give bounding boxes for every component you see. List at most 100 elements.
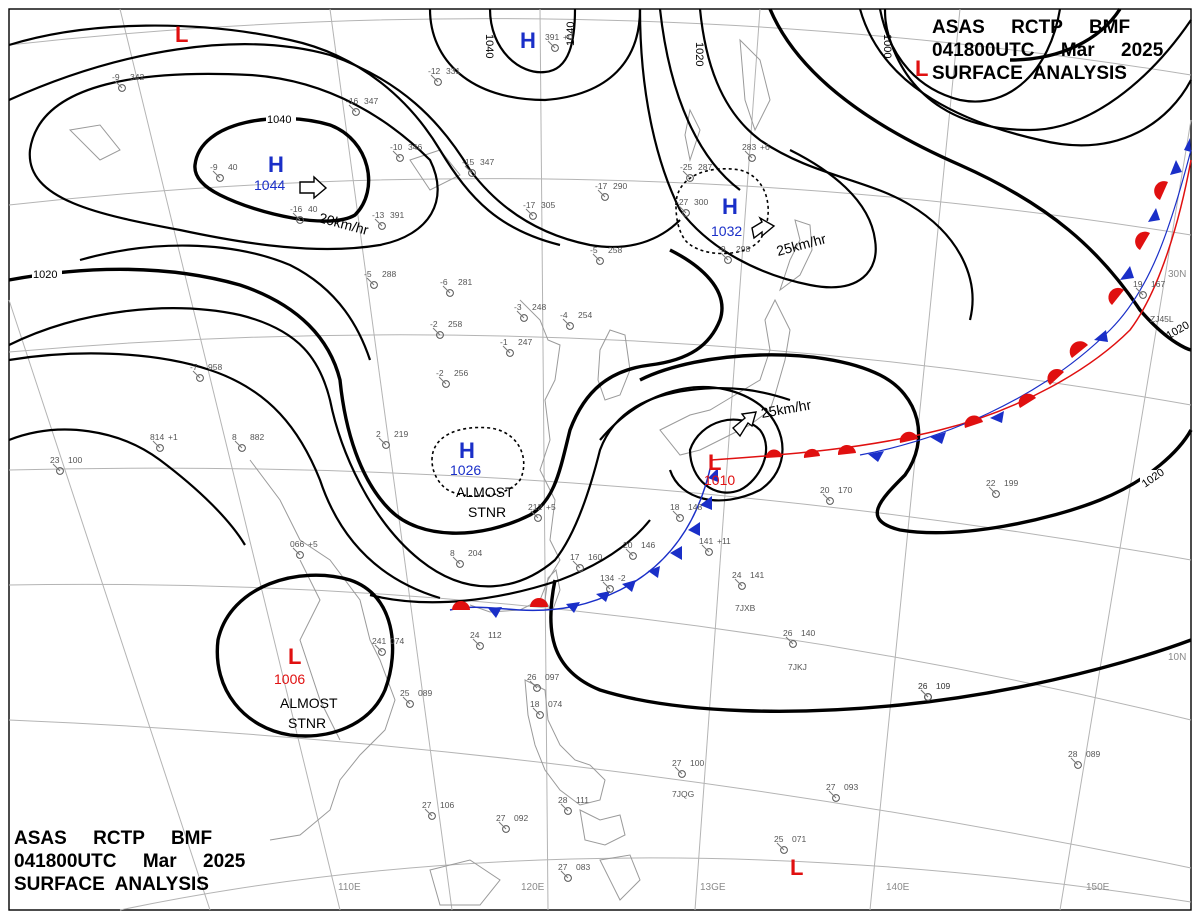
- station-circle-icon: [564, 874, 572, 882]
- station-value: 258: [448, 319, 462, 329]
- isobar-label: 1040: [565, 22, 577, 46]
- station-value: 097: [545, 672, 559, 682]
- station-circle-icon: [352, 108, 360, 116]
- wind-barb-icon: [464, 165, 473, 174]
- wind-barb-icon: [430, 74, 439, 83]
- isobar-label: 1040: [483, 34, 495, 58]
- station-value: 100: [690, 758, 704, 768]
- station-plot: 20 170: [820, 485, 852, 505]
- station-value: -2: [618, 573, 626, 583]
- chart-header-line: SURFACE ANALYSIS: [932, 63, 1127, 84]
- station-plot: -9 342: [112, 72, 144, 92]
- station-plot: 26 140: [783, 628, 815, 648]
- station-circle-icon: [682, 209, 690, 217]
- station-value: -9: [210, 162, 218, 172]
- station-circle-icon: [520, 314, 528, 322]
- isobar-label: 1040: [267, 114, 291, 126]
- wind-barb-icon: [498, 821, 507, 830]
- station-plot: -7 958: [190, 362, 222, 382]
- station-value: 141: [750, 570, 764, 580]
- station-plot: 19 167: [1133, 279, 1165, 299]
- station-plot: -3 248: [514, 302, 546, 322]
- wind-barb-icon: [672, 510, 681, 519]
- latitude-lines: [8, 18, 1192, 911]
- station-circle-icon: [196, 374, 204, 382]
- station-value: 391: [390, 210, 404, 220]
- station-value: -25: [680, 162, 693, 172]
- station-plot: 26 097: [527, 672, 559, 692]
- station-value: 958: [208, 362, 222, 372]
- wind-barb-icon: [192, 370, 201, 379]
- wind-barb-icon: [1070, 757, 1079, 766]
- station-id: 7JKJ: [788, 662, 807, 672]
- station-plot: 26 109: [918, 681, 950, 701]
- station-value: -17: [595, 181, 608, 191]
- wind-barb-icon: [502, 345, 511, 354]
- isobars: [8, 8, 1193, 738]
- station-plot: -13 391: [372, 210, 404, 230]
- wind-barb-icon: [516, 310, 525, 319]
- wind-barb-icon: [292, 212, 301, 221]
- wind-barb-icon: [392, 150, 401, 159]
- station-plot: 8 204: [450, 548, 482, 568]
- station-plot: 283 +6: [742, 142, 770, 162]
- station-plot: 27 083: [558, 862, 590, 882]
- station-plot: -17 290: [595, 181, 627, 201]
- station-value: 8: [450, 548, 455, 558]
- station-value: 25: [774, 834, 784, 844]
- station-value: -12: [428, 66, 441, 76]
- station-plot: -12 331: [428, 66, 460, 86]
- station-plot: -10 346: [390, 142, 422, 162]
- station-value: 109: [936, 681, 950, 691]
- station-plot: 212 +5: [528, 502, 556, 522]
- station-value: 148: [688, 502, 702, 512]
- station-plot: 28 089: [1068, 749, 1100, 769]
- station-plot: 20 146: [623, 540, 655, 560]
- station-plot: -2 256: [436, 368, 468, 388]
- wind-barb-icon: [374, 644, 383, 653]
- station-circle-icon: [536, 711, 544, 719]
- station-circle-icon: [436, 331, 444, 339]
- wind-barb-icon: [560, 870, 569, 879]
- station-value: 8: [232, 432, 237, 442]
- station-circle-icon: [676, 514, 684, 522]
- wind-barb-icon: [152, 440, 161, 449]
- station-value: 134: [600, 573, 614, 583]
- station-plot: 27 092: [496, 813, 528, 833]
- wind-barb-icon: [529, 680, 538, 689]
- station-circle-icon: [826, 497, 834, 505]
- low-center-pressure: 1010: [704, 472, 735, 488]
- wind-barb-icon: [292, 547, 301, 556]
- station-value: 2: [376, 429, 381, 439]
- wind-barb-icon: [348, 104, 357, 113]
- wind-barb-icon: [744, 150, 753, 159]
- wind-barb-icon: [674, 766, 683, 775]
- lon-label-120e: 120E: [521, 882, 545, 893]
- station-value: 247: [518, 337, 532, 347]
- station-circle-icon: [506, 349, 514, 357]
- lon-label-140e: 140E: [886, 882, 910, 893]
- low-center-symbol: L: [708, 450, 721, 475]
- station-circle-icon: [534, 514, 542, 522]
- station-circle-icon: [924, 693, 932, 701]
- station-value: 288: [382, 269, 396, 279]
- station-value: -1: [500, 337, 508, 347]
- high-center-pressure: 1044: [254, 177, 285, 193]
- station-plot: -4 254: [560, 310, 592, 330]
- station-value: 241: [372, 636, 386, 646]
- station-plot: 27 093: [826, 782, 858, 802]
- station-value: -2: [430, 319, 438, 329]
- station-plot: 066 +5: [290, 539, 318, 559]
- station-circle-icon: [446, 289, 454, 297]
- station-value: 28: [1068, 749, 1078, 759]
- isobar-label: 1000: [881, 34, 893, 58]
- station-value: -7: [190, 362, 198, 372]
- station-circle-icon: [428, 812, 436, 820]
- wind-barb-icon: [532, 707, 541, 716]
- station-value: +0: [563, 32, 573, 42]
- wind-barb-icon: [374, 218, 383, 227]
- high-center-pressure: 1032: [711, 223, 742, 239]
- station-value: -15: [462, 157, 475, 167]
- wind-barb-icon: [562, 318, 571, 327]
- station-value: 083: [576, 862, 590, 872]
